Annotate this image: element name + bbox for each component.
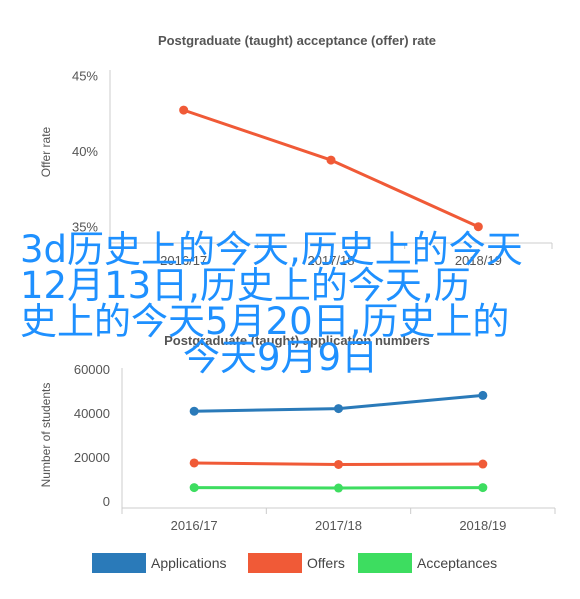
overlay-line-3: 史上的今天5月20日,历史上的 <box>20 300 509 343</box>
data-point[interactable] <box>179 105 189 115</box>
data-point[interactable] <box>478 459 488 469</box>
x-tick-label: 2016/17 <box>160 253 207 268</box>
data-point[interactable] <box>478 483 488 493</box>
y-tick-label: 35% <box>72 220 98 235</box>
chart-title: Postgraduate (taught) application number… <box>164 333 430 348</box>
chart-title: Postgraduate (taught) acceptance (offer)… <box>158 33 436 48</box>
overlay-line-2: 12月13日,历史上的今天,历 <box>20 264 471 307</box>
x-tick-labels: 2016/17 2017/18 2018/19 <box>121 508 556 533</box>
data-point[interactable] <box>326 155 336 165</box>
x-tick-label: 2017/18 <box>308 253 355 268</box>
data-point[interactable] <box>334 459 343 469</box>
x-tick-label: 2018/19 <box>455 253 502 268</box>
overlay-line-1: 3d历史上的今天,历史上的今天 <box>20 228 523 271</box>
x-tick-label: 2016/17 <box>171 518 218 533</box>
application-numbers-chart: Postgraduate (taught) application number… <box>39 333 556 573</box>
y-axis-title: Offer rate <box>39 126 53 177</box>
legend-label[interactable]: Offers <box>307 555 345 571</box>
x-tick-labels: 2016/17 2017/18 2018/19 <box>109 243 553 268</box>
x-tick-label: 2017/18 <box>315 518 362 533</box>
data-point[interactable] <box>189 458 199 468</box>
y-tick-label: 0 <box>103 494 110 509</box>
watermark-overlay-text: 3d历史上的今天,历史上的今天 12月13日,历史上的今天,历 史上的今天5月2… <box>20 228 523 379</box>
x-tick-label: 2018/19 <box>459 518 506 533</box>
legend[interactable]: Applications Offers Acceptances <box>92 553 497 573</box>
legend-label[interactable]: Applications <box>151 555 227 571</box>
y-tick-label: 45% <box>72 68 98 83</box>
y-tick-labels: 0 20000 40000 60000 <box>74 362 110 509</box>
series-lines <box>179 105 483 232</box>
y-axis-title: Number of students <box>39 383 53 488</box>
legend-label[interactable]: Acceptances <box>417 555 497 571</box>
series-line-0 <box>183 108 479 229</box>
legend-swatch[interactable] <box>92 553 146 573</box>
y-tick-label: 60000 <box>74 362 110 377</box>
data-point[interactable] <box>478 390 488 400</box>
y-tick-labels: 35% 40% 45% <box>72 68 98 234</box>
data-point[interactable] <box>334 404 343 414</box>
overlay-line-4: 今天9月9日 <box>183 336 378 379</box>
legend-swatch[interactable] <box>248 553 302 573</box>
legend-swatch[interactable] <box>358 553 412 573</box>
series-lines <box>189 390 488 493</box>
y-tick-label: 40% <box>72 144 98 159</box>
y-tick-label: 20000 <box>74 450 110 465</box>
data-point[interactable] <box>189 483 199 493</box>
data-point[interactable] <box>473 222 483 232</box>
data-point[interactable] <box>189 406 199 416</box>
data-point[interactable] <box>334 483 343 493</box>
y-tick-label: 40000 <box>74 406 110 421</box>
acceptance-rate-chart: Postgraduate (taught) acceptance (offer)… <box>39 33 553 268</box>
